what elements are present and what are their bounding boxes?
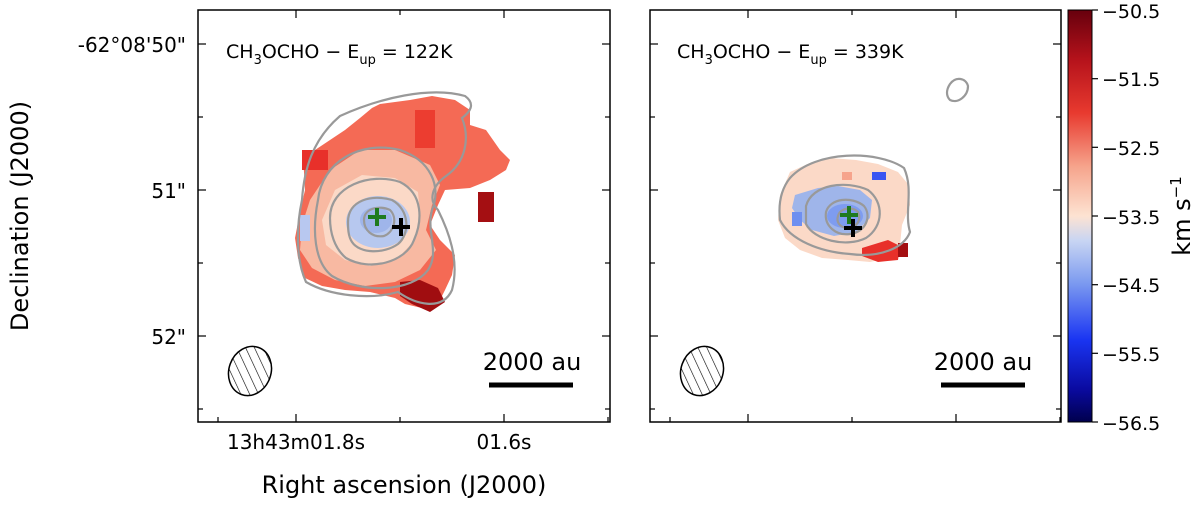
- right-panel-frame: [649, 9, 1062, 423]
- colorbar-tick-label-4: −54.5: [1102, 275, 1160, 297]
- right-scalebar-label: 2000 au: [934, 348, 1033, 376]
- colorbar-tick-label-1: −51.5: [1102, 69, 1160, 91]
- colorbar-label: km s−1: [1167, 176, 1196, 256]
- colorbar-tick-label-3: −53.5: [1102, 207, 1160, 229]
- x-axis-label: Right ascension (J2000): [262, 471, 547, 499]
- colorbar-tick-label-2: −52.5: [1102, 138, 1160, 160]
- colorbar-fill: [1067, 9, 1093, 423]
- colorbar-tick-label-6: −56.5: [1102, 413, 1160, 435]
- left-ticks: [198, 10, 610, 422]
- left-contour-2: [313, 146, 437, 290]
- right-contour-2: [804, 183, 881, 244]
- right-contour-3: [824, 198, 869, 236]
- right-black-cross: [844, 219, 862, 237]
- right-panel-title: CH3OCHO − Eup = 339K: [677, 41, 904, 68]
- right-contour-outer: [778, 154, 912, 256]
- colorbar-tick-label-0: −50.5: [1102, 1, 1160, 23]
- left-contour-4: [346, 196, 408, 253]
- left-panel: 2000 au CH3OCHO − Eup = 122K -62°08'50" …: [78, 9, 611, 454]
- y-tick-label-0: -62°08'50": [78, 33, 186, 57]
- x-tick-label-1: 01.6s: [477, 430, 532, 454]
- y-tick-label-2: 52": [151, 325, 186, 349]
- right-contours: [778, 77, 970, 256]
- right-blue-strong: [872, 172, 886, 180]
- left-panel-frame: [197, 9, 611, 423]
- right-ticks: [650, 10, 1061, 422]
- right-contour-small: [945, 77, 970, 103]
- left-blue-pixels: [300, 215, 310, 241]
- left-scalebar-label: 2000 au: [483, 348, 582, 376]
- right-red-blob: [862, 240, 900, 262]
- colorbar-tick-label-5: −55.5: [1102, 344, 1160, 366]
- right-darkred-pixels: [898, 243, 908, 257]
- x-tick-label-0: 13h43m01.8s: [227, 430, 365, 454]
- left-red-top: [415, 110, 435, 148]
- right-red-pixel: [842, 172, 852, 180]
- colorbar: −50.5 −51.5 −52.5 −53.5 −54.5 −55.5 −56.…: [1067, 1, 1196, 435]
- right-blue-edge: [792, 212, 802, 226]
- left-green-cross: [368, 208, 386, 226]
- left-contour-outer: [296, 91, 473, 305]
- left-red-edge: [302, 150, 328, 170]
- left-beam-ellipse: [227, 345, 273, 397]
- left-contour-5: [362, 206, 396, 238]
- right-green-cross: [840, 206, 858, 224]
- left-contours: [296, 91, 473, 305]
- right-contour-4: [836, 207, 861, 230]
- y-axis-label: Declination (J2000): [6, 101, 34, 331]
- colorbar-ticks: [1092, 9, 1098, 423]
- left-panel-title: CH3OCHO − Eup = 122K: [226, 41, 453, 68]
- right-panel: 2000 au CH3OCHO − Eup = 339K: [649, 9, 1062, 423]
- left-darkred-pixels: [478, 192, 494, 222]
- left-black-cross: [392, 218, 410, 236]
- left-contour-3: [328, 177, 421, 266]
- right-beam-ellipse: [679, 345, 725, 397]
- y-tick-label-1: 51": [151, 179, 186, 203]
